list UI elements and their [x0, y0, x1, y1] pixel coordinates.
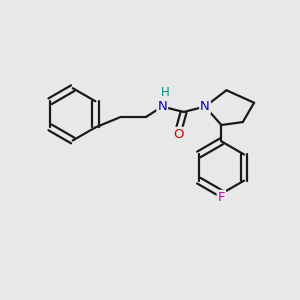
Text: N: N	[158, 100, 167, 113]
Text: H: H	[161, 86, 170, 99]
Text: O: O	[173, 128, 184, 141]
Text: F: F	[218, 191, 225, 204]
Text: N: N	[200, 100, 210, 113]
